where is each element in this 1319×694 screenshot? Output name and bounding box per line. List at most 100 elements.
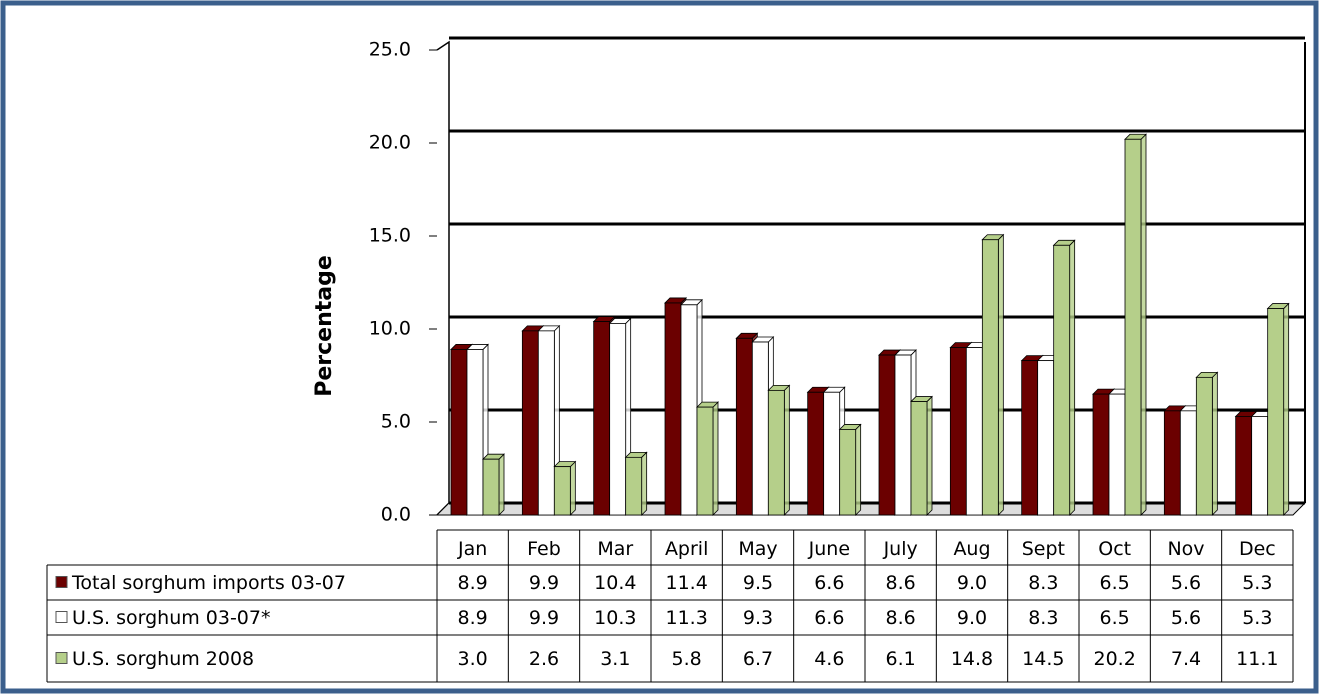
x-tick-label: April (665, 538, 708, 560)
data-label: 8.6 (886, 607, 916, 629)
bar (1108, 393, 1126, 516)
bar (680, 304, 698, 516)
data-label: 9.0 (957, 572, 987, 594)
bar (664, 302, 682, 516)
x-tick-label: Nov (1167, 538, 1204, 560)
bar (1092, 393, 1110, 516)
bar (767, 389, 785, 516)
x-tick-label: Jan (457, 538, 487, 560)
data-label: 6.5 (1100, 572, 1130, 594)
bar (593, 321, 611, 516)
y-tick-label: 0.0 (381, 504, 411, 526)
data-label: 6.6 (814, 607, 844, 629)
bar-side (712, 401, 719, 516)
y-tick-label: 25.0 (369, 39, 411, 61)
data-label: 5.3 (1242, 607, 1272, 629)
bar-side (1211, 371, 1218, 516)
bar (735, 337, 753, 516)
data-label: 9.5 (743, 572, 773, 594)
data-label: 6.6 (814, 572, 844, 594)
x-tick-label: Oct (1098, 538, 1131, 560)
x-tick-label: Feb (527, 538, 561, 560)
data-label: 5.6 (1171, 607, 1201, 629)
x-tick-label: May (738, 538, 777, 560)
data-label: 10.4 (594, 572, 636, 594)
bar-side (997, 233, 1004, 516)
data-label: 8.6 (886, 572, 916, 594)
y-tick-label: 20.0 (369, 132, 411, 154)
bar-side (1069, 239, 1076, 516)
legend-swatch (55, 611, 68, 623)
data-label: 8.9 (458, 607, 488, 629)
data-label: 3.1 (600, 648, 630, 670)
x-tick-label: Sept (1022, 538, 1065, 560)
data-label: 14.5 (1022, 648, 1064, 670)
y-axis-label: Percentage (312, 255, 337, 397)
data-label: 9.3 (743, 607, 773, 629)
bar (949, 347, 967, 516)
bar (1179, 410, 1197, 516)
bar-side (926, 395, 933, 516)
bar (981, 239, 999, 516)
legend-label: U.S. sorghum 03-07* (72, 607, 271, 629)
x-tick-label: June (808, 538, 850, 560)
legend-swatch (55, 652, 68, 664)
bar (1251, 416, 1269, 516)
data-label: 10.3 (594, 607, 636, 629)
bar (1195, 376, 1213, 516)
bar (482, 458, 500, 516)
data-label: 8.3 (1028, 572, 1058, 594)
bar (751, 341, 769, 516)
bar (839, 429, 857, 516)
data-label: 8.9 (458, 572, 488, 594)
bar (1163, 410, 1181, 516)
data-label: 6.7 (743, 648, 773, 670)
data-label: 2.6 (529, 648, 559, 670)
y-tick-label: 10.0 (369, 318, 411, 340)
data-label: 5.3 (1242, 572, 1272, 594)
bar (1235, 416, 1253, 516)
data-label: 4.6 (814, 648, 844, 670)
data-label: 11.4 (666, 572, 708, 594)
data-label: 9.9 (529, 572, 559, 594)
data-label: 8.3 (1028, 607, 1058, 629)
bar (823, 391, 841, 516)
bar-side (1283, 302, 1290, 516)
legend-label: U.S. sorghum 2008 (72, 648, 254, 670)
data-label: 6.1 (886, 648, 916, 670)
bar-side (855, 423, 862, 516)
x-tick-label: Mar (597, 538, 633, 560)
bar (878, 354, 896, 516)
bar (894, 354, 912, 516)
data-label: 20.2 (1094, 648, 1136, 670)
bar-side (569, 460, 576, 516)
bar (1021, 360, 1039, 516)
bar (537, 330, 555, 516)
data-label: 7.4 (1171, 648, 1201, 670)
bar (965, 347, 983, 516)
data-label: 6.5 (1100, 607, 1130, 629)
bar-side (641, 451, 648, 516)
data-label: 11.1 (1236, 648, 1278, 670)
data-label: 14.8 (951, 648, 993, 670)
y-tick-label: 5.0 (381, 411, 411, 433)
bar (1037, 360, 1055, 516)
data-label: 3.0 (458, 648, 488, 670)
bar (609, 323, 627, 516)
data-label: 9.9 (529, 607, 559, 629)
bar (807, 391, 825, 516)
data-label: 11.3 (666, 607, 708, 629)
data-label: 9.0 (957, 607, 987, 629)
bar (553, 466, 571, 516)
bar-side (1140, 133, 1147, 516)
bar (696, 406, 714, 516)
bar (521, 330, 539, 516)
bar (466, 349, 484, 516)
x-tick-label: July (883, 538, 918, 560)
data-label: 5.6 (1171, 572, 1201, 594)
bar (910, 401, 928, 516)
bar (625, 456, 643, 516)
bar (1124, 138, 1142, 516)
